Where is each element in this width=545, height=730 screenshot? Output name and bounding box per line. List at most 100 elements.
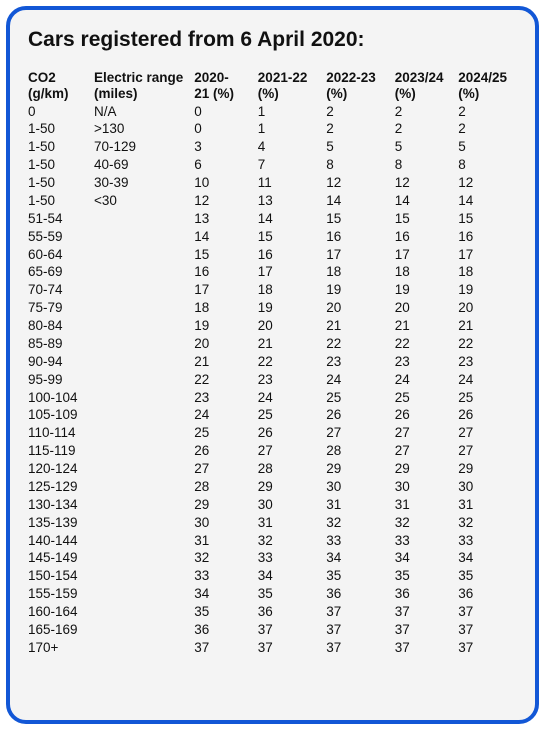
table-cell: 13 — [194, 210, 258, 228]
table-cell: 34 — [326, 550, 394, 568]
table-cell: 34 — [258, 568, 326, 586]
col-header-line2: (miles) — [94, 86, 138, 101]
col-header-line2: (%) — [458, 86, 479, 101]
table-cell — [94, 425, 194, 443]
table-cell: 15 — [194, 246, 258, 264]
table-cell: 1 — [258, 103, 326, 121]
table-cell: 20 — [395, 300, 459, 318]
table-cell: 24 — [395, 371, 459, 389]
table-cell: 21 — [395, 318, 459, 336]
col-header-2020-21: 2020- 21 (%) — [194, 70, 258, 103]
table-cell: 37 — [458, 604, 517, 622]
table-row: 1-50<301213141414 — [28, 192, 517, 210]
table-cell — [94, 210, 194, 228]
table-cell: 15 — [458, 210, 517, 228]
col-header-line2: (g/km) — [28, 86, 69, 101]
col-header-2023-24: 2023/24 (%) — [395, 70, 459, 103]
table-cell: 36 — [458, 586, 517, 604]
table-row: 1-5070-12934555 — [28, 139, 517, 157]
table-row: 95-992223242424 — [28, 371, 517, 389]
table-cell — [94, 461, 194, 479]
table-row: 65-691617181818 — [28, 264, 517, 282]
table-row: 51-541314151515 — [28, 210, 517, 228]
table-cell: 21 — [258, 335, 326, 353]
col-header-line1: 2022-23 — [326, 70, 376, 85]
table-cell: 105-109 — [28, 407, 94, 425]
table-cell: 21 — [194, 353, 258, 371]
table-cell: 30 — [194, 514, 258, 532]
table-cell: 2 — [395, 121, 459, 139]
page-title: Cars registered from 6 April 2020: — [28, 28, 517, 52]
table-cell — [94, 478, 194, 496]
table-cell: 6 — [194, 157, 258, 175]
table-cell: 37 — [458, 639, 517, 657]
table-cell: 22 — [194, 371, 258, 389]
table-cell: 22 — [326, 335, 394, 353]
table-cell: N/A — [94, 103, 194, 121]
table-cell — [94, 568, 194, 586]
table-cell: 110-114 — [28, 425, 94, 443]
table-cell: 150-154 — [28, 568, 94, 586]
table-cell: 25 — [458, 389, 517, 407]
table-cell: 25 — [326, 389, 394, 407]
table-cell: 33 — [194, 568, 258, 586]
table-cell: 14 — [395, 192, 459, 210]
table-cell: 25 — [194, 425, 258, 443]
table-row: 155-1593435363636 — [28, 586, 517, 604]
table-cell: 17 — [326, 246, 394, 264]
table-cell: 34 — [395, 550, 459, 568]
table-row: 60-641516171717 — [28, 246, 517, 264]
table-cell: 28 — [258, 461, 326, 479]
table-cell: 30 — [258, 496, 326, 514]
table-cell: 29 — [326, 461, 394, 479]
table-cell — [94, 228, 194, 246]
table-cell: 23 — [395, 353, 459, 371]
table-cell: 7 — [258, 157, 326, 175]
table-cell: 1-50 — [28, 175, 94, 193]
col-header-line1: 2023/24 — [395, 70, 444, 85]
table-cell: 0 — [194, 121, 258, 139]
table-cell: 29 — [458, 461, 517, 479]
table-cell: 8 — [326, 157, 394, 175]
table-cell: 28 — [326, 443, 394, 461]
col-header-line1: 2021-22 — [258, 70, 308, 85]
table-cell: 19 — [458, 282, 517, 300]
table-cell: 65-69 — [28, 264, 94, 282]
table-cell — [94, 246, 194, 264]
table-cell: 130-134 — [28, 496, 94, 514]
col-header-line1: 2020- — [194, 70, 229, 85]
table-cell: 155-159 — [28, 586, 94, 604]
table-cell: 13 — [258, 192, 326, 210]
table-cell: 31 — [326, 496, 394, 514]
table-cell — [94, 550, 194, 568]
table-cell: 16 — [194, 264, 258, 282]
table-cell: 15 — [258, 228, 326, 246]
table-cell — [94, 604, 194, 622]
table-cell: 35 — [194, 604, 258, 622]
table-cell — [94, 621, 194, 639]
table-cell: 18 — [395, 264, 459, 282]
table-cell: 16 — [258, 246, 326, 264]
table-row: 80-841920212121 — [28, 318, 517, 336]
table-cell: 31 — [458, 496, 517, 514]
table-cell: 8 — [458, 157, 517, 175]
table-cell: 135-139 — [28, 514, 94, 532]
table-cell: 17 — [458, 246, 517, 264]
table-row: 165-1693637373737 — [28, 621, 517, 639]
table-cell: 145-149 — [28, 550, 94, 568]
table-row: 130-1342930313131 — [28, 496, 517, 514]
col-header-line2: (%) — [395, 86, 416, 101]
table-header-row: CO2 (g/km) Electric range (miles) 2020- … — [28, 70, 517, 103]
table-cell: 24 — [258, 389, 326, 407]
table-cell: 36 — [326, 586, 394, 604]
col-header-2022-23: 2022-23 (%) — [326, 70, 394, 103]
table-row: 140-1443132333333 — [28, 532, 517, 550]
table-cell: 60-64 — [28, 246, 94, 264]
table-cell: 51-54 — [28, 210, 94, 228]
table-cell: 36 — [258, 604, 326, 622]
table-cell — [94, 496, 194, 514]
table-row: 90-942122232323 — [28, 353, 517, 371]
table-cell: 35 — [258, 586, 326, 604]
table-row: 105-1092425262626 — [28, 407, 517, 425]
table-cell: 35 — [458, 568, 517, 586]
